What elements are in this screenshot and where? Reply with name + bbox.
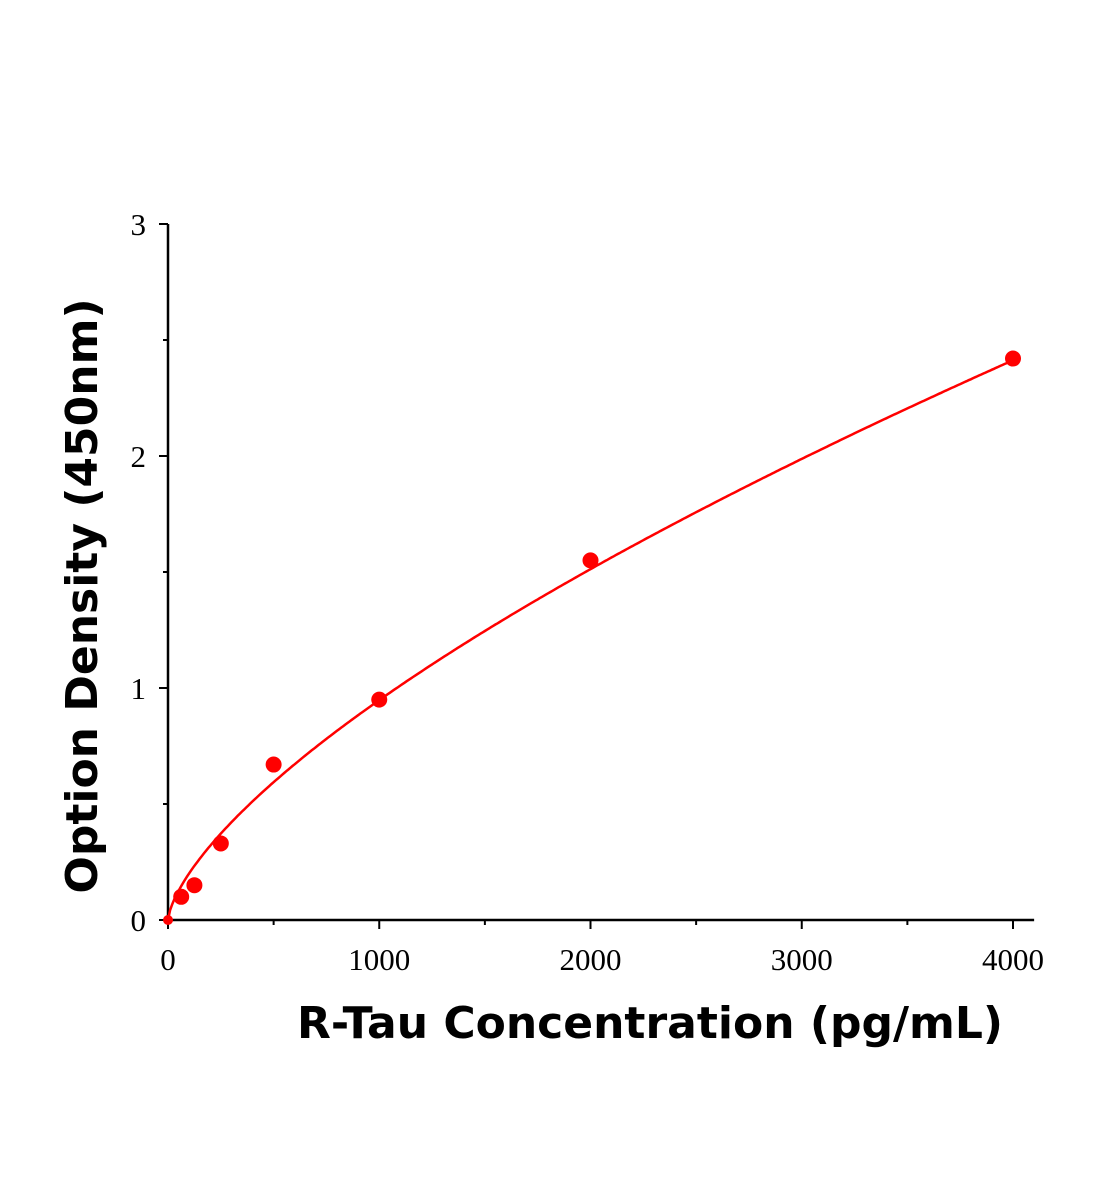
- x-axis-title: R-Tau Concentration (pg/mL): [297, 998, 1003, 1049]
- x-tick-label: 4000: [982, 942, 1044, 977]
- data-point: [163, 915, 173, 925]
- axes: [159, 223, 1035, 929]
- data-point: [265, 756, 282, 773]
- x-tick-label: 3000: [771, 942, 833, 977]
- y-tick-label: 2: [131, 439, 147, 474]
- data-point: [186, 877, 203, 894]
- data-point: [582, 552, 599, 569]
- x-tick-label: 0: [160, 942, 176, 977]
- y-tick-label: 1: [131, 671, 147, 706]
- data-point: [1005, 350, 1021, 367]
- data-point: [212, 835, 229, 852]
- y-tick-label: 3: [131, 207, 147, 242]
- x-tick-label: 1000: [348, 942, 410, 977]
- y-tick-label: 0: [131, 903, 147, 938]
- y-axis-title: Option Density (450nm): [57, 298, 108, 893]
- fit-curve: [166, 359, 1014, 921]
- data-point: [371, 691, 388, 708]
- data-point: [173, 888, 190, 905]
- x-tick-label: 2000: [560, 942, 622, 977]
